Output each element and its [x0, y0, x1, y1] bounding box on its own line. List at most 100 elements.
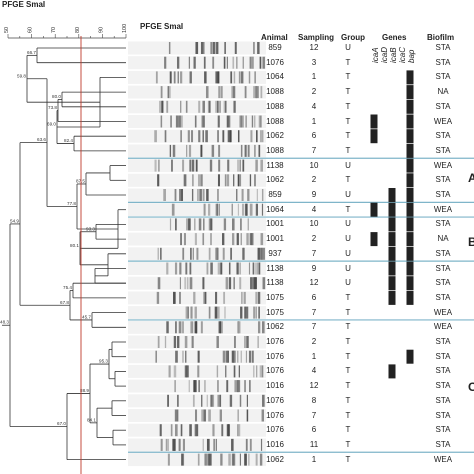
gene-header-icaD: icaD: [380, 46, 389, 63]
gel-band: [236, 424, 240, 437]
gel-band: [200, 321, 203, 334]
gel-band: [210, 233, 212, 246]
gel-band: [225, 365, 227, 378]
gel-band: [170, 424, 173, 437]
gel-band: [195, 321, 198, 334]
node-similarity-label: 66.7: [27, 50, 36, 55]
gel-band: [221, 321, 223, 334]
gel-band: [244, 453, 246, 466]
node-similarity-label: 95.3: [99, 359, 108, 364]
cell-sampling: 2: [311, 87, 317, 97]
gel-band: [157, 277, 161, 290]
gel-band: [204, 71, 207, 84]
gel-lane: [128, 306, 266, 320]
gel-band: [238, 71, 241, 84]
gel-band: [190, 247, 192, 260]
gel-band: [224, 42, 226, 54]
gel-band: [198, 130, 201, 143]
gel-band: [236, 233, 239, 246]
gel-band: [244, 86, 247, 99]
gel-lane: [128, 203, 266, 217]
gel-lane: [128, 232, 266, 246]
gene-header-icaA: icaA: [371, 47, 380, 63]
gel-band: [218, 86, 221, 99]
gel-band: [249, 174, 252, 187]
gel-band: [256, 86, 259, 99]
cell-sampling: 1: [311, 72, 317, 82]
gel-band: [200, 144, 203, 157]
gene-present-mark: [388, 276, 396, 291]
cell-group: U: [345, 248, 351, 258]
cell-animal: 1062: [266, 131, 284, 141]
gel-band: [166, 100, 169, 113]
gel-band: [240, 306, 243, 319]
gel-band: [190, 321, 192, 334]
gel-band: [260, 159, 263, 172]
gel-band: [237, 203, 239, 216]
gel-band: [255, 453, 258, 466]
cell-group: T: [345, 366, 351, 376]
gel-band: [206, 262, 209, 275]
cell-group: T: [345, 72, 351, 82]
gel-lane: [128, 394, 266, 408]
node-similarity-label: 73.8: [48, 105, 57, 110]
cell-biofilm: STA: [435, 248, 451, 258]
cell-biofilm: WEA: [433, 160, 453, 170]
gel-band: [262, 247, 265, 260]
gel-band: [245, 453, 247, 466]
gel-band: [195, 409, 198, 422]
gel-band: [160, 86, 163, 99]
gel-band: [164, 56, 167, 69]
gene-present-mark: [406, 246, 414, 261]
gel-band: [245, 115, 247, 128]
gel-band: [248, 262, 251, 275]
gel-band: [189, 71, 192, 84]
cell-animal: 1138: [266, 263, 284, 273]
scale-tick-label: 50: [4, 27, 10, 33]
cell-sampling: 6: [311, 425, 317, 435]
gel-band: [202, 189, 205, 201]
gel-band: [167, 453, 170, 466]
gel-band: [251, 56, 254, 69]
gel-lane: [128, 438, 266, 452]
gel-band: [202, 100, 205, 113]
gene-present-mark: [406, 276, 414, 291]
gel-band: [248, 71, 251, 84]
gel-band: [261, 203, 264, 216]
gel-band: [186, 277, 189, 290]
gel-band: [226, 56, 229, 69]
gel-lane: [128, 188, 266, 202]
cell-group: U: [345, 263, 351, 273]
gel-band: [221, 424, 224, 437]
gel-band: [253, 115, 256, 128]
gel-band: [173, 365, 177, 378]
cell-biofilm: WEA: [433, 454, 453, 464]
gel-band: [204, 380, 206, 393]
gel-band: [203, 218, 205, 231]
gel-band: [258, 144, 261, 157]
gel-band: [189, 277, 193, 290]
gel-band: [174, 409, 178, 422]
gel-band: [226, 115, 229, 128]
cell-group: T: [345, 395, 351, 405]
cell-sampling: 4: [311, 366, 317, 376]
gel-band: [261, 409, 264, 422]
gel-band: [236, 56, 238, 69]
gel-band: [183, 233, 186, 246]
gel-band: [217, 394, 220, 407]
gel-band: [179, 189, 181, 201]
gel-band: [154, 130, 157, 143]
gel-band: [216, 365, 219, 378]
gel-band: [233, 277, 235, 290]
gel-band: [253, 86, 255, 99]
gene-present-mark: [406, 261, 414, 276]
cell-biofilm: WEA: [433, 204, 453, 214]
cell-animal: 1001: [266, 234, 284, 244]
gene-present-mark: [388, 217, 396, 232]
dendrogram-tree: 66.759.880.073.882.469.063.687.577.854.9…: [0, 47, 126, 461]
gel-band: [237, 321, 240, 334]
cell-sampling: 11: [309, 439, 319, 449]
gel-band: [205, 130, 208, 143]
gel-lane: [128, 379, 266, 393]
gel-band: [160, 115, 163, 128]
